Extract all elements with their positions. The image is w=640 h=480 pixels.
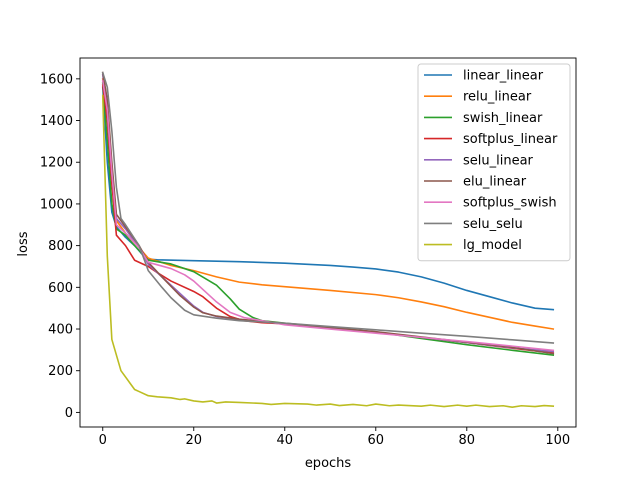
legend-label-linear_linear: linear_linear (463, 69, 544, 84)
series-line-relu_linear (101, 77, 555, 330)
y-tick-label: 200 (48, 364, 73, 379)
axes: 0 20 40 60 80 1000200400600800100012001400160… (40, 57, 577, 448)
x-tick-label: 40 (276, 433, 293, 448)
legend-label-swish_linear: swish_linear (463, 111, 543, 126)
y-tick-label: 600 (48, 281, 73, 296)
y-tick-label: 0 (65, 406, 73, 421)
legend-label-lg_model: lg_model (463, 238, 522, 253)
series-line-softplus_swish (101, 80, 555, 352)
series-line-lg_model (101, 94, 555, 408)
legend-label-elu_linear: elu_linear (463, 175, 527, 190)
legend-label-selu_selu: selu_selu (463, 217, 523, 232)
y-axis-label: loss (16, 231, 31, 256)
legend-label-relu_linear: relu_linear (463, 90, 532, 105)
legend-box (417, 63, 571, 262)
legend: linear_linear relu_linear swish_linearsoft… (417, 63, 571, 262)
legend-label-softplus_swish: softplus_swish (463, 196, 557, 211)
legend-label-softplus_linear: softplus_linear (463, 132, 558, 147)
x-tick-label: 60 (368, 433, 385, 448)
series-line-selu_selu (101, 71, 555, 344)
y-tick-label: 1400 (40, 114, 73, 129)
y-tick-label: 1200 (40, 156, 73, 171)
plot-lines (101, 71, 555, 408)
y-tick-label: 400 (48, 323, 73, 338)
plot-frame (79, 57, 577, 428)
x-tick-label: 20 (185, 433, 202, 448)
y-tick-label: 1000 (40, 197, 73, 212)
y-tick-label: 800 (48, 239, 73, 254)
y-tick-label: 1600 (40, 72, 73, 87)
x-tick-label: 100 (545, 433, 570, 448)
x-tick-label: 0 (99, 433, 107, 448)
legend-label-selu_linear: selu_linear (463, 153, 534, 168)
x-tick-label: 80 (459, 433, 476, 448)
x-axis-label: epochs (305, 456, 352, 471)
